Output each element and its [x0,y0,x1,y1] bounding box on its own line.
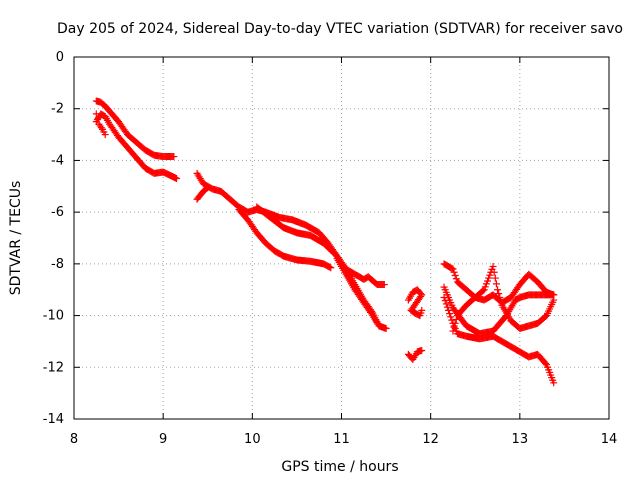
y-tick-label: -10 [43,309,64,324]
series-track-e [333,255,383,330]
data-point [449,327,457,335]
y-tick-label: -6 [51,205,64,220]
data-point [375,322,383,330]
data-point [97,124,105,132]
data-point [450,268,458,276]
data-point [452,275,460,283]
chart-title: Day 205 of 2024, Sidereal Day-to-day VTE… [57,21,623,37]
data-point [101,131,109,139]
data-point [479,287,487,295]
x-tick-label: 11 [333,432,350,447]
data-point [448,264,456,272]
x-tick-label: 9 [159,432,167,447]
data-point [491,274,499,282]
data-point [550,379,558,387]
data-point [495,290,503,298]
data-point [327,264,335,272]
data-point [443,303,451,311]
y-tick-labels: 0 -2 -4 -6 -8 -10 -12 -14 [43,50,64,427]
data-point [170,153,178,161]
data-point [94,115,102,123]
y-tick-label: -2 [51,102,64,117]
y-axis-label: SDTVAR / TECUs [8,181,24,296]
data-point [447,313,455,321]
data-point [497,297,505,305]
data-point [445,306,452,314]
grid-lines [74,57,609,419]
series-track-k [440,283,558,338]
series-track-a-lower [92,110,181,183]
series-track-c [235,206,335,272]
data-point [494,286,502,294]
series-track-g [404,346,426,364]
data-point [550,291,558,299]
series-track-a-upper [92,97,178,161]
y-tick-label: -4 [51,153,64,168]
x-tick-label: 12 [422,432,439,447]
y-tick-label: -14 [43,412,64,427]
data-point [450,323,458,331]
x-tick-label: 14 [601,432,618,447]
x-tick-label: 10 [244,432,261,447]
data-point [374,320,382,328]
y-tick-label: 0 [56,50,64,65]
data-points [92,97,558,387]
data-point [380,281,388,289]
x-axis-label: GPS time / hours [281,459,398,475]
y-tick-label: -8 [51,257,64,272]
series-track-a-stub [92,110,109,139]
data-point [496,293,504,301]
data-point [492,280,500,288]
data-point [451,271,459,279]
series-track-f [404,286,426,320]
data-point [449,265,457,273]
x-tick-labels: 8 9 10 11 12 13 14 [70,432,617,447]
x-tick-label: 8 [70,432,78,447]
data-point [448,316,456,324]
axis-ticks [73,56,610,420]
data-point [418,306,426,314]
data-point [541,359,549,367]
data-point [489,262,497,270]
data-point [446,310,454,318]
y-tick-label: -12 [43,360,64,375]
data-point [441,297,449,305]
data-point [203,185,211,193]
data-point [490,268,498,276]
data-point [382,325,390,332]
data-point [173,175,181,183]
x-tick-label: 13 [512,432,529,447]
data-point [204,184,212,192]
data-point [418,346,426,354]
data-point [442,300,450,308]
series-track-b-start [193,184,212,203]
data-point [92,110,100,118]
series-track-i [440,293,558,387]
data-point [451,319,459,327]
